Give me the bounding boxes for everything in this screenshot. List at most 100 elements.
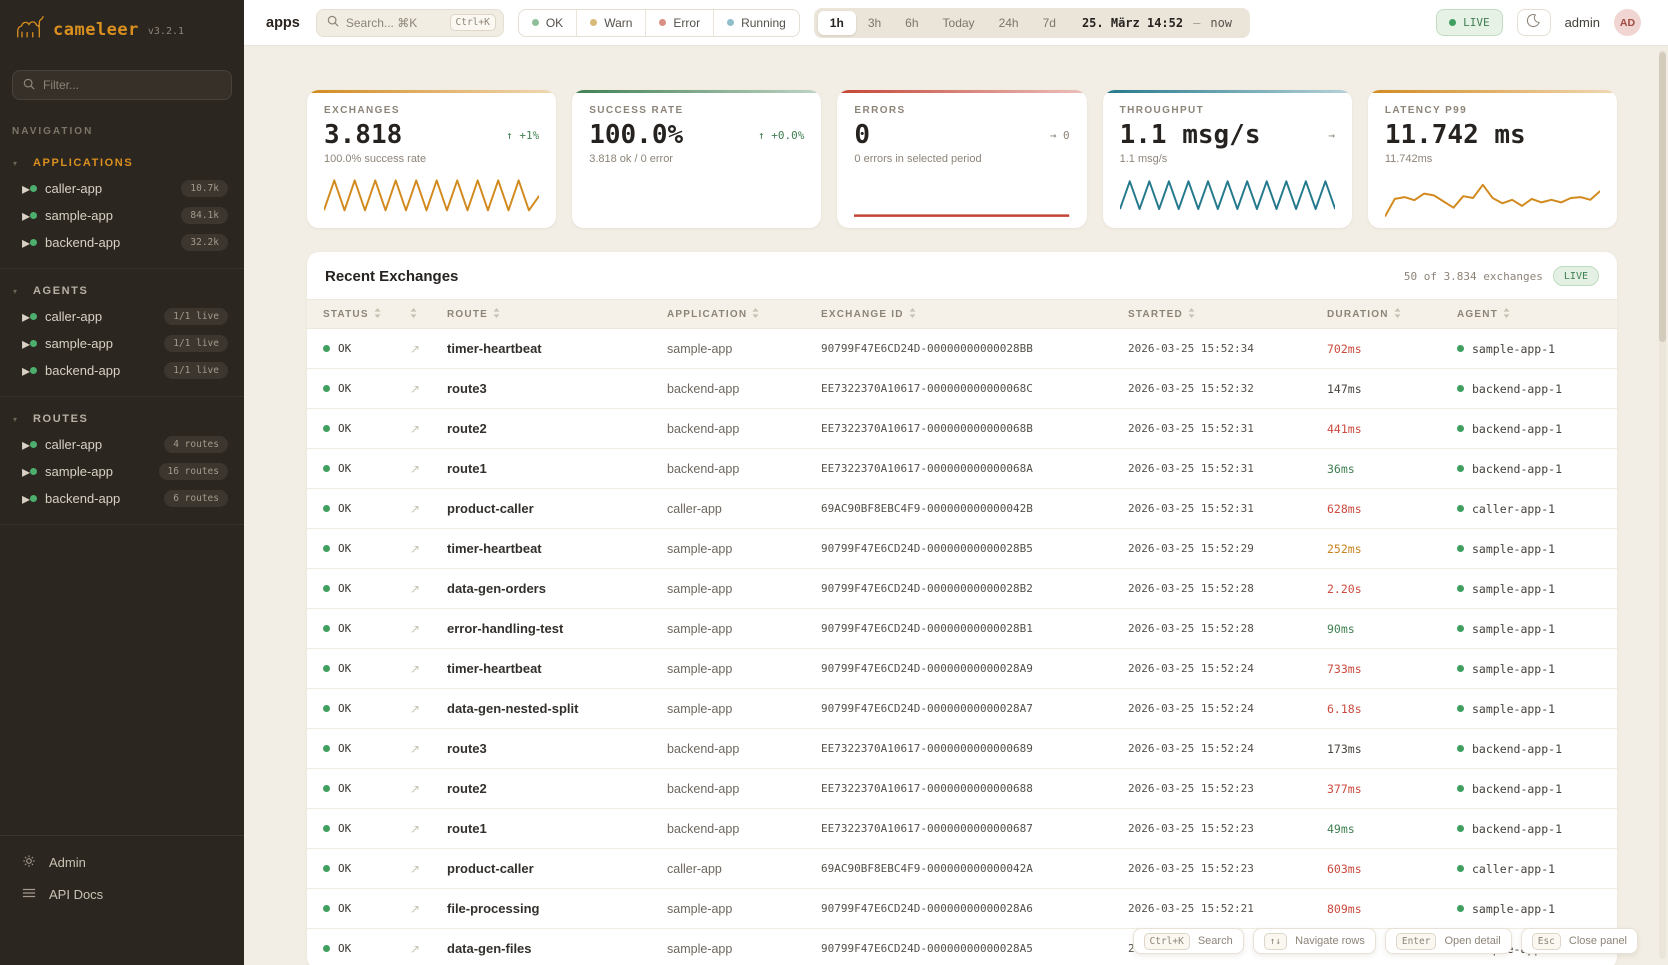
open-exchange-icon[interactable]: ↗	[410, 541, 421, 556]
footer-item-admin[interactable]: Admin	[0, 846, 244, 878]
sidebar-item-caller-app[interactable]: ▸ caller-app 1/1 live	[0, 303, 244, 330]
nav-section-header-applications[interactable]: ▾ APPLICATIONS	[0, 151, 244, 175]
sidebar-item-label: caller-app	[45, 437, 103, 452]
table-row[interactable]: OK ↗ route2 backend-app EE7322370A10617-0000…	[307, 409, 1617, 449]
sidebar-item-sample-app[interactable]: ▸ sample-app 84.1k	[0, 202, 244, 229]
status-ok-dot-icon	[323, 705, 330, 712]
table-row[interactable]: OK ↗ route3 backend-app EE7322370A10617-0000…	[307, 369, 1617, 409]
row-exchange-id: EE7322370A10617-000000000000068B	[821, 422, 1033, 435]
open-exchange-icon[interactable]: ↗	[410, 741, 421, 756]
stat-card-exchanges[interactable]: EXCHANGES 3.818 ↑ +1% 100.0% success rate	[307, 90, 557, 228]
avatar[interactable]: AD	[1614, 9, 1641, 36]
scrollbar-track[interactable]	[1659, 50, 1666, 959]
stat-card-errors[interactable]: ERRORS 0 → 0 0 errors in selected period	[837, 90, 1087, 228]
time-range-7d[interactable]: 7d	[1042, 15, 1056, 30]
status-filter-ok[interactable]: OK	[519, 10, 576, 36]
column-header-agent[interactable]: AGENT	[1457, 307, 1617, 321]
status-filter-error[interactable]: Error	[645, 9, 713, 36]
column-header-route[interactable]: ROUTE	[447, 307, 667, 321]
agent-dot-icon	[1457, 865, 1464, 872]
table-row[interactable]: OK ↗ data-gen-orders sample-app 90799F47E6CD…	[307, 569, 1617, 609]
open-exchange-icon[interactable]: ↗	[410, 941, 421, 956]
sidebar-filter-input[interactable]: Filter...	[12, 70, 232, 100]
table-row[interactable]: OK ↗ timer-heartbeat sample-app 90799F47E6CD…	[307, 329, 1617, 369]
time-range-24h[interactable]: 24h	[998, 15, 1019, 30]
table-row[interactable]: OK ↗ data-gen-nested-split sample-app 90799F…	[307, 689, 1617, 729]
time-range-1h[interactable]: 1h	[817, 10, 856, 35]
search-input[interactable]: Search... ⌘K Ctrl+K	[315, 8, 504, 37]
nav-section-title: ROUTES	[33, 413, 89, 425]
status-dot-icon	[30, 313, 38, 320]
table-row[interactable]: OK ↗ route1 backend-app EE7322370A10617-0000…	[307, 809, 1617, 849]
open-exchange-icon[interactable]: ↗	[410, 581, 421, 596]
stat-card-sparkline	[1384, 176, 1601, 220]
sidebar-item-sample-app[interactable]: ▸ sample-app 16 routes	[0, 458, 244, 485]
open-exchange-icon[interactable]: ↗	[410, 501, 421, 516]
table-row[interactable]: OK ↗ product-caller caller-app 69AC90BF8EBC4…	[307, 489, 1617, 529]
sidebar-item-label: caller-app	[45, 309, 103, 324]
table-row[interactable]: OK ↗ product-caller caller-app 69AC90BF8EBC4…	[307, 849, 1617, 889]
sidebar-item-badge: 1/1 live	[164, 308, 228, 325]
row-application: sample-app	[667, 541, 733, 556]
page-label[interactable]: apps	[266, 14, 300, 31]
stat-card-throughput[interactable]: THROUGHPUT 1.1 msg/s → 1.1 msg/s	[1102, 90, 1352, 228]
open-exchange-icon[interactable]: ↗	[410, 861, 421, 876]
time-range-today[interactable]: Today	[942, 15, 975, 30]
row-agent: backend-app-1	[1457, 422, 1617, 436]
column-header-started[interactable]: STARTED	[1128, 307, 1327, 321]
sidebar-item-caller-app[interactable]: ▸ caller-app 10.7k	[0, 175, 244, 202]
open-exchange-icon[interactable]: ↗	[410, 661, 421, 676]
stat-card-value-row: 100.0% ↑ +0.0%	[589, 120, 804, 150]
table-row[interactable]: OK ↗ route3 backend-app EE7322370A10617-0000…	[307, 729, 1617, 769]
keyboard-hint-close-panel: Esc Close panel	[1520, 928, 1638, 954]
live-toggle[interactable]: LIVE	[1436, 9, 1503, 36]
open-exchange-icon[interactable]: ↗	[410, 341, 421, 356]
stat-card-value: 1.1 msg/s	[1119, 120, 1261, 150]
table-row[interactable]: OK ↗ timer-heartbeat sample-app 90799F47E6CD…	[307, 649, 1617, 689]
sort-icon	[410, 307, 417, 321]
table-row[interactable]: OK ↗ file-processing sample-app 90799F47E6CD…	[307, 889, 1617, 929]
open-exchange-icon[interactable]: ↗	[410, 701, 421, 716]
open-exchange-icon[interactable]: ↗	[410, 901, 421, 916]
table-live-badge: LIVE	[1552, 266, 1599, 286]
row-status: OK	[323, 622, 410, 635]
open-exchange-icon[interactable]: ↗	[410, 381, 421, 396]
sidebar-item-caller-app[interactable]: ▸ caller-app 4 routes	[0, 431, 244, 458]
theme-toggle-button[interactable]	[1516, 9, 1551, 36]
row-started: 2026-03-25 15:52:23	[1128, 822, 1254, 835]
sidebar-item-sample-app[interactable]: ▸ sample-app 1/1 live	[0, 330, 244, 357]
stat-card-latency-p99[interactable]: LATENCY P99 11.742 ms 11.742ms	[1367, 90, 1618, 228]
status-filter-running[interactable]: Running	[713, 9, 799, 36]
row-duration: 809ms	[1327, 901, 1362, 916]
table-row[interactable]: OK ↗ error-handling-test sample-app 90799F47…	[307, 609, 1617, 649]
column-header-status[interactable]: STATUS	[323, 307, 410, 321]
sort-icon	[909, 307, 916, 321]
table-row[interactable]: OK ↗ timer-heartbeat sample-app 90799F47E6CD…	[307, 529, 1617, 569]
sidebar-item-backend-app[interactable]: ▸ backend-app 1/1 live	[0, 357, 244, 384]
table-row[interactable]: OK ↗ route2 backend-app EE7322370A10617-0000…	[307, 769, 1617, 809]
column-header-label: EXCHANGE ID	[821, 308, 904, 320]
table-row[interactable]: OK ↗ route1 backend-app EE7322370A10617-0000…	[307, 449, 1617, 489]
row-status-label: OK	[338, 862, 352, 875]
column-header-duration[interactable]: DURATION	[1327, 307, 1457, 321]
column-header-exchange-id[interactable]: EXCHANGE ID	[821, 307, 1128, 321]
open-exchange-icon[interactable]: ↗	[410, 621, 421, 636]
sidebar-item-backend-app[interactable]: ▸ backend-app 32.2k	[0, 229, 244, 256]
footer-item-api-docs[interactable]: API Docs	[0, 878, 244, 910]
open-exchange-icon[interactable]: ↗	[410, 421, 421, 436]
column-header-open[interactable]	[410, 307, 447, 321]
open-exchange-icon[interactable]: ↗	[410, 461, 421, 476]
hint-label: Close panel	[1568, 935, 1627, 947]
sidebar-item-backend-app[interactable]: ▸ backend-app 6 routes	[0, 485, 244, 512]
stat-card-success-rate[interactable]: SUCCESS RATE 100.0% ↑ +0.0% 3.818 ok / 0 er…	[572, 90, 822, 228]
status-filter-warn[interactable]: Warn	[576, 9, 645, 36]
date-range[interactable]: 25. März 14:52 — now	[1068, 16, 1246, 30]
time-range-3h[interactable]: 3h	[867, 15, 882, 30]
open-exchange-icon[interactable]: ↗	[410, 781, 421, 796]
nav-section-header-routes[interactable]: ▾ ROUTES	[0, 407, 244, 431]
scrollbar-thumb[interactable]	[1659, 52, 1666, 342]
time-range-6h[interactable]: 6h	[905, 15, 919, 30]
open-exchange-icon[interactable]: ↗	[410, 821, 421, 836]
nav-section-header-agents[interactable]: ▾ AGENTS	[0, 279, 244, 303]
column-header-application[interactable]: APPLICATION	[667, 307, 821, 321]
